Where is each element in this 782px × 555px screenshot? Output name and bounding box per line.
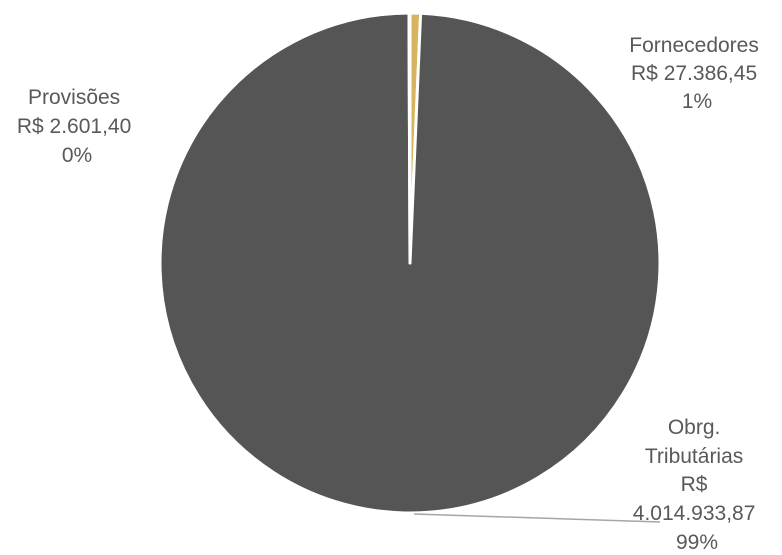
slice-label-value-line-2: 4.014.933,87 bbox=[633, 502, 756, 525]
data-label-provisoes: Provisões R$ 2.601,40 0% bbox=[17, 86, 137, 167]
slice-label-category-line-1: Obrg. bbox=[668, 416, 721, 439]
slice-label-percent: 1% bbox=[682, 90, 712, 113]
slice-label-category: Fornecedores bbox=[629, 34, 759, 57]
data-label-obrg-tributarias: Obrg. Tributárias R$ 4.014.933,87 99% bbox=[633, 416, 761, 554]
slice-label-category-line-2: Tributárias bbox=[645, 445, 743, 468]
pie-slices bbox=[158, 11, 662, 515]
slice-label-category: Provisões bbox=[28, 86, 120, 109]
pie-slice-provisoes bbox=[407, 11, 412, 265]
slice-label-value: R$ 27.386,45 bbox=[631, 62, 757, 85]
slice-label-value: R$ 2.601,40 bbox=[17, 115, 131, 138]
slice-label-percent: 0% bbox=[62, 144, 92, 167]
data-label-fornecedores: Fornecedores R$ 27.386,45 1% bbox=[629, 34, 764, 113]
slice-label-percent: 99% bbox=[676, 531, 718, 554]
slice-label-value-line-1: R$ bbox=[681, 473, 708, 496]
leader-line-obrg-tributarias bbox=[413, 513, 661, 523]
